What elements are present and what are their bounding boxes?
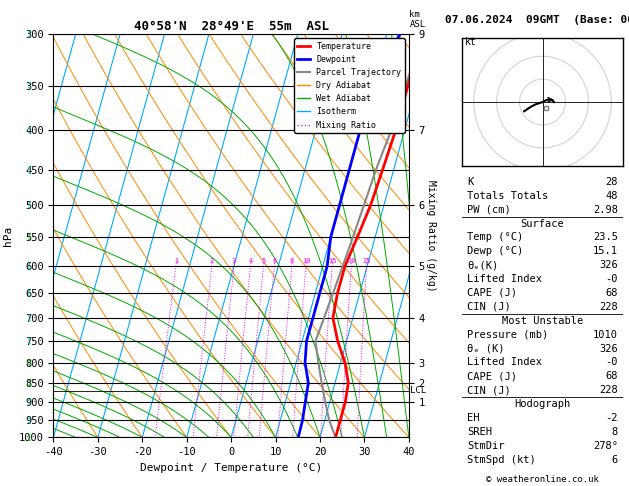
Text: 1: 1: [174, 258, 178, 264]
Text: 326: 326: [599, 260, 618, 270]
Text: 326: 326: [599, 344, 618, 353]
Text: LCL: LCL: [409, 386, 426, 395]
Text: 278°: 278°: [593, 441, 618, 451]
Legend: Temperature, Dewpoint, Parcel Trajectory, Dry Adiabat, Wet Adiabat, Isotherm, Mi: Temperature, Dewpoint, Parcel Trajectory…: [294, 38, 404, 133]
Text: 25: 25: [362, 258, 371, 264]
Text: StmSpd (kt): StmSpd (kt): [467, 454, 536, 465]
Text: © weatheronline.co.uk: © weatheronline.co.uk: [486, 474, 599, 484]
Text: 20: 20: [347, 258, 355, 264]
Text: 48: 48: [605, 191, 618, 201]
Text: PW (cm): PW (cm): [467, 205, 511, 215]
Text: 3: 3: [232, 258, 237, 264]
Text: Most Unstable: Most Unstable: [502, 316, 583, 326]
Text: θₑ (K): θₑ (K): [467, 344, 504, 353]
Text: 2.98: 2.98: [593, 205, 618, 215]
X-axis label: Dewpoint / Temperature (°C): Dewpoint / Temperature (°C): [140, 463, 322, 473]
Text: 68: 68: [605, 371, 618, 382]
Text: StmDir: StmDir: [467, 441, 504, 451]
Text: 07.06.2024  09GMT  (Base: 06): 07.06.2024 09GMT (Base: 06): [445, 15, 629, 25]
Text: 8: 8: [290, 258, 294, 264]
Text: 15.1: 15.1: [593, 246, 618, 256]
Text: -2: -2: [605, 413, 618, 423]
Text: Temp (°C): Temp (°C): [467, 232, 523, 243]
Text: 4: 4: [248, 258, 253, 264]
Text: 8: 8: [611, 427, 618, 437]
Text: EH: EH: [467, 413, 480, 423]
Text: K: K: [467, 177, 474, 187]
Text: 228: 228: [599, 302, 618, 312]
Title: 40°58'N  28°49'E  55m  ASL: 40°58'N 28°49'E 55m ASL: [133, 20, 329, 33]
Text: θₑ(K): θₑ(K): [467, 260, 498, 270]
Text: Lifted Index: Lifted Index: [467, 357, 542, 367]
Text: 5: 5: [262, 258, 265, 264]
Text: 68: 68: [605, 288, 618, 298]
Text: 2: 2: [209, 258, 214, 264]
Text: Surface: Surface: [521, 219, 564, 228]
Text: CAPE (J): CAPE (J): [467, 371, 517, 382]
Text: 23.5: 23.5: [593, 232, 618, 243]
Text: kt: kt: [465, 37, 476, 47]
Text: SREH: SREH: [467, 427, 492, 437]
Text: 15: 15: [328, 258, 337, 264]
Text: km
ASL: km ASL: [409, 10, 426, 29]
Text: CIN (J): CIN (J): [467, 302, 511, 312]
Text: -0: -0: [605, 357, 618, 367]
Text: 6: 6: [611, 454, 618, 465]
Text: -0: -0: [605, 274, 618, 284]
Text: 10: 10: [302, 258, 310, 264]
Text: Totals Totals: Totals Totals: [467, 191, 548, 201]
Text: 228: 228: [599, 385, 618, 395]
Y-axis label: Mixing Ratio (g/kg): Mixing Ratio (g/kg): [426, 180, 436, 292]
Text: Lifted Index: Lifted Index: [467, 274, 542, 284]
Text: 28: 28: [605, 177, 618, 187]
Text: 1010: 1010: [593, 330, 618, 340]
Text: 6: 6: [272, 258, 277, 264]
Text: Hodograph: Hodograph: [515, 399, 571, 409]
Text: CIN (J): CIN (J): [467, 385, 511, 395]
Text: Dewp (°C): Dewp (°C): [467, 246, 523, 256]
Text: CAPE (J): CAPE (J): [467, 288, 517, 298]
Y-axis label: hPa: hPa: [3, 226, 13, 246]
Text: Pressure (mb): Pressure (mb): [467, 330, 548, 340]
